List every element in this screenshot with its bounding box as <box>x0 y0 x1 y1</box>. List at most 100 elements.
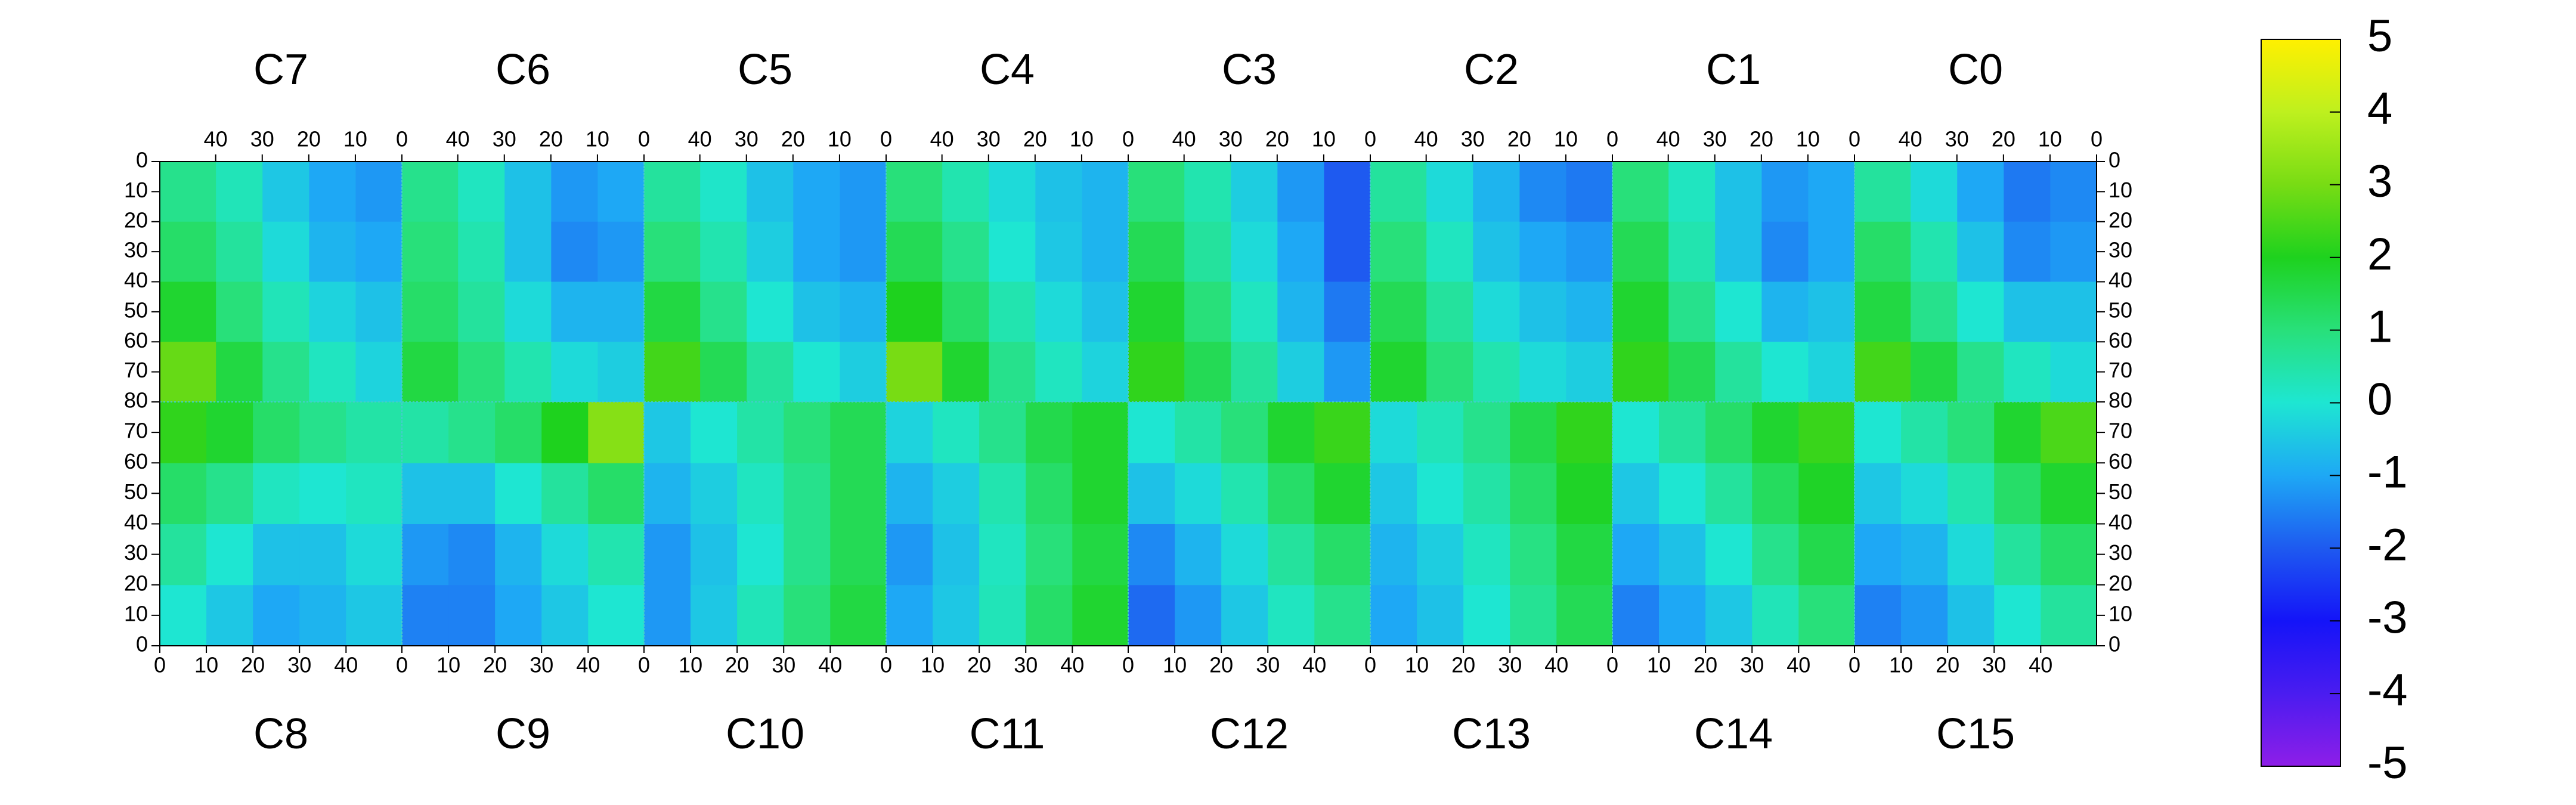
y-tick-label: 60 <box>2109 328 2132 352</box>
heat-cell <box>1956 342 2004 402</box>
heat-cell <box>839 221 887 282</box>
heat-cell <box>1370 402 1417 463</box>
colorbar-tick-label: 3 <box>2367 156 2392 207</box>
heat-cell <box>979 584 1026 646</box>
y-tick-label: 40 <box>124 268 148 292</box>
y-tick-label: 30 <box>2109 238 2132 262</box>
heat-cell <box>504 281 552 342</box>
x-tick-label: 20 <box>539 127 563 151</box>
x-tick-label: 30 <box>1498 653 1522 677</box>
heat-cell <box>457 342 505 402</box>
heat-cell <box>1556 402 1613 463</box>
heat-cell <box>1072 524 1129 586</box>
heat-cell <box>1175 463 1222 524</box>
x-tick-label: 40 <box>1787 653 1810 677</box>
heat-cell <box>1761 162 1809 222</box>
heat-cell <box>1026 463 1073 524</box>
x-tick-label: 30 <box>1703 127 1727 151</box>
heat-cell <box>2041 584 2097 646</box>
heat-cell <box>1230 162 1278 222</box>
heat-cell <box>495 463 542 524</box>
x-tick-label: 30 <box>287 653 311 677</box>
heat-cell <box>1463 584 1510 646</box>
y-tick-label: 50 <box>2109 479 2132 504</box>
heat-cell <box>1221 463 1268 524</box>
x-tick-label: 10 <box>1070 127 1094 151</box>
heat-cell <box>1659 584 1706 646</box>
heat-cell <box>644 342 701 402</box>
heat-cell <box>1184 281 1231 342</box>
colorbar-tick-label: -2 <box>2367 519 2408 570</box>
x-tick-label: 10 <box>586 127 609 151</box>
heat-cell <box>691 463 738 524</box>
heat-cell <box>1370 463 1417 524</box>
heat-cell <box>1948 463 1995 524</box>
y-tick-label: 50 <box>124 298 148 322</box>
x-tick-label: 30 <box>250 127 274 151</box>
heat-cell <box>691 402 738 463</box>
heat-cell <box>1175 584 1222 646</box>
heat-cell <box>495 524 542 586</box>
x-tick-label: 10 <box>343 127 367 151</box>
heat-cell <box>457 281 505 342</box>
heat-cell <box>448 402 496 463</box>
heat-cell <box>597 221 645 282</box>
x-tick-label: 30 <box>772 653 795 677</box>
heat-cell <box>792 342 840 402</box>
heat-cell <box>1948 402 1995 463</box>
heat-cell <box>1230 221 1278 282</box>
x-tick-label: 0 <box>880 653 892 677</box>
heat-cell <box>830 463 887 524</box>
heat-cell <box>346 524 402 586</box>
heat-cell <box>1854 463 1902 524</box>
heat-cell <box>988 281 1036 342</box>
heat-cell <box>1426 162 1473 222</box>
heat-cell <box>2003 281 2051 342</box>
heat-cell <box>737 584 784 646</box>
heat-cell <box>2049 162 2097 222</box>
heat-cell <box>1128 463 1175 524</box>
heat-cell <box>1901 402 1948 463</box>
x-tick-label: 20 <box>781 127 805 151</box>
x-tick-label: 20 <box>1265 127 1289 151</box>
heat-cell <box>206 463 253 524</box>
heat-cell <box>1128 281 1185 342</box>
x-tick-label: 0 <box>396 127 408 151</box>
heat-cell <box>1956 221 2004 282</box>
heat-cell <box>457 162 505 222</box>
heat-cell <box>402 281 459 342</box>
panel-title: C8 <box>253 710 308 758</box>
heat-cell <box>253 402 300 463</box>
heat-cell <box>1472 342 1520 402</box>
x-tick-label: 10 <box>194 653 218 677</box>
heat-cell <box>1956 162 2004 222</box>
x-tick-label: 0 <box>1122 127 1134 151</box>
heat-cell <box>1370 524 1417 586</box>
heat-cell <box>886 342 943 402</box>
heat-cell <box>1417 524 1464 586</box>
panel-title: C4 <box>980 46 1035 94</box>
y-tick-label: 40 <box>124 510 148 534</box>
heat-cell <box>1956 281 2004 342</box>
heat-cell <box>1752 524 1799 586</box>
heat-cell <box>1323 342 1371 402</box>
heat-cell <box>541 584 589 646</box>
heat-cell <box>1072 584 1129 646</box>
heat-cell <box>346 463 402 524</box>
heat-cell <box>933 584 980 646</box>
heat-cell <box>299 524 346 586</box>
heat-cell <box>1417 402 1464 463</box>
heat-cell <box>979 463 1026 524</box>
colorbar <box>2261 39 2341 767</box>
heat-cell <box>1472 162 1520 222</box>
heat-cell <box>1854 162 1911 222</box>
plot-frame <box>159 161 2097 646</box>
heat-cell <box>2003 162 2051 222</box>
heat-cell <box>160 402 207 463</box>
y-tick-label: 60 <box>124 449 148 473</box>
heat-cell <box>746 162 794 222</box>
x-tick-label: 0 <box>154 653 166 677</box>
heat-cell <box>886 162 943 222</box>
heat-cell <box>1081 281 1129 342</box>
heat-cell <box>933 463 980 524</box>
